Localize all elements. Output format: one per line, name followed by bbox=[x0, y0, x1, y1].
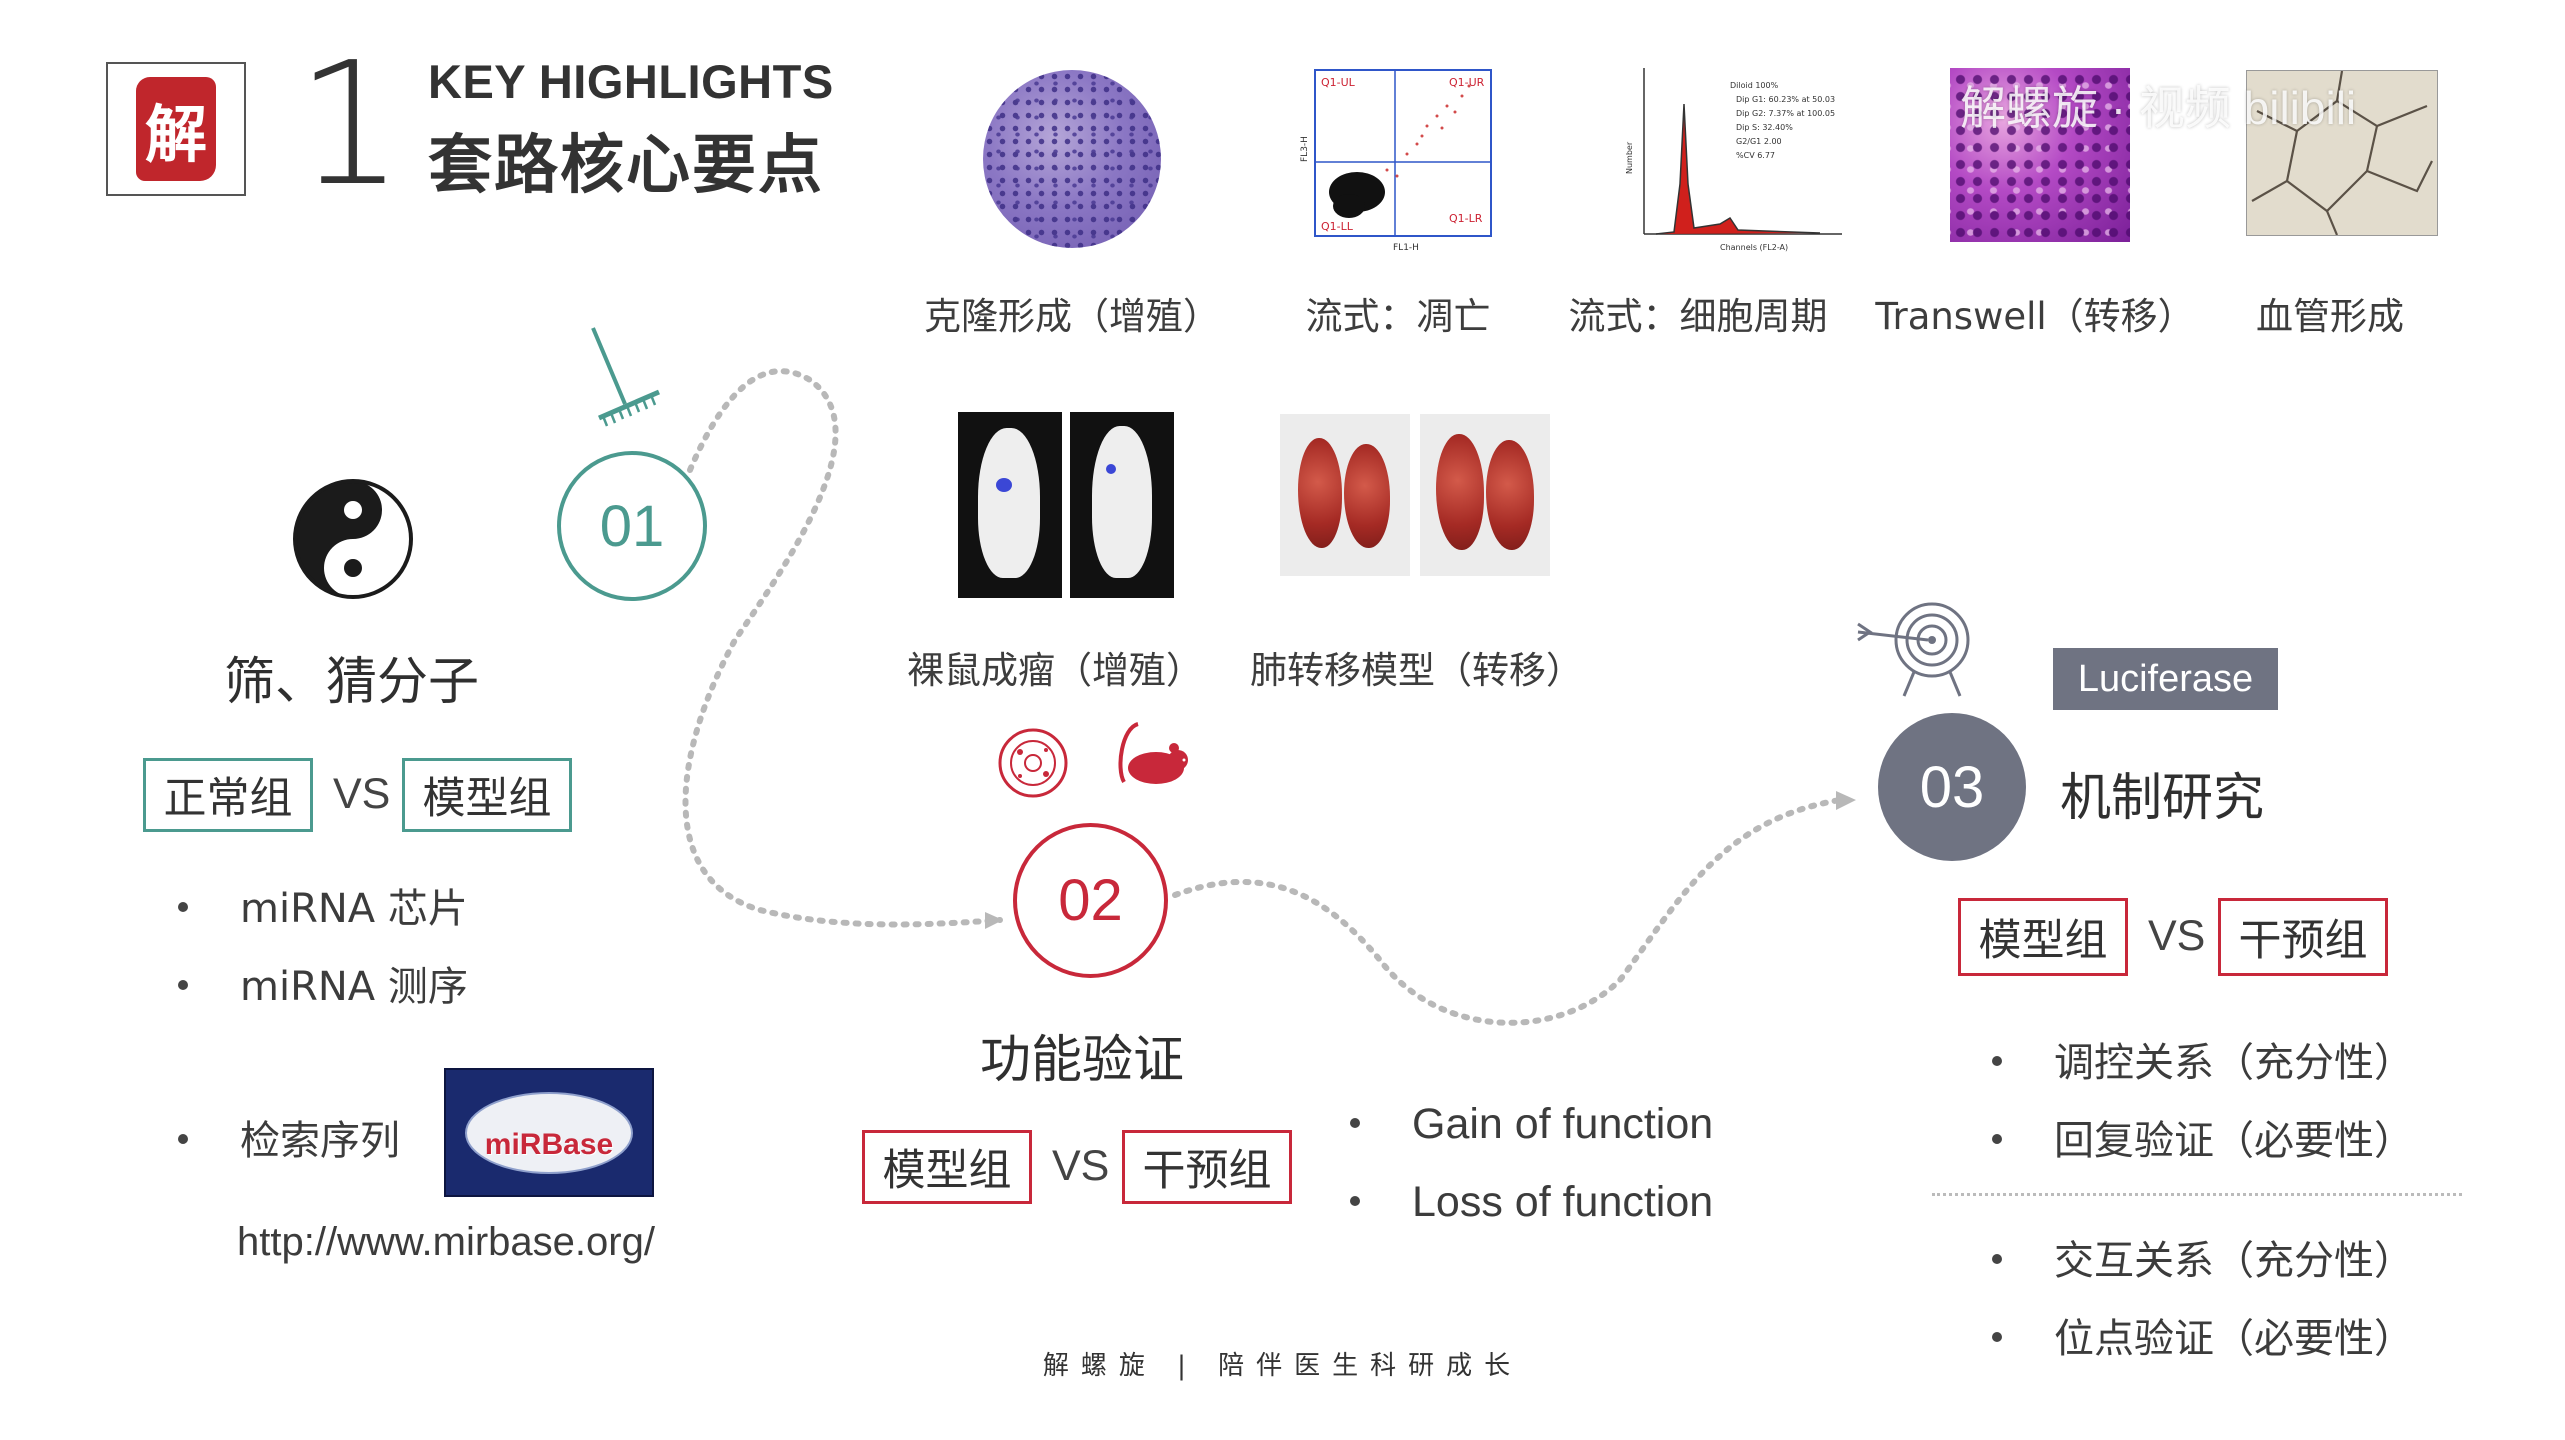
footer-slogan: 解螺旋 | 陪伴医生科研成长 bbox=[1042, 1351, 1523, 1381]
bullet-text: 位点验证（必要性） bbox=[2054, 1316, 2414, 1362]
tag-model-group: 模型组 bbox=[862, 1130, 1032, 1204]
mirbase-logo: miRBase bbox=[444, 1068, 654, 1197]
bullet-item: Gain of function bbox=[1350, 1100, 1713, 1149]
axis-label: FL1-H bbox=[1393, 243, 1419, 252]
logo-frame: 解 bbox=[106, 62, 246, 196]
lung-image-right bbox=[1420, 414, 1550, 576]
bullet-text: 调控关系（充分性） bbox=[2054, 1040, 2414, 1086]
bullet-item: miRNA 芯片 bbox=[178, 876, 468, 934]
quadrant-label: Q1-LR bbox=[1449, 212, 1483, 225]
nude-mouse-image-left bbox=[958, 412, 1062, 598]
step-01-circle: 01 bbox=[557, 451, 707, 601]
tag-model-group: 模型组 bbox=[1958, 898, 2128, 976]
tag-normal-group: 正常组 bbox=[143, 758, 313, 832]
target-icon bbox=[1857, 602, 1970, 697]
quadrant-label: Q1-UR bbox=[1449, 76, 1485, 89]
cycle-stat: G2/G1 2.00 bbox=[1736, 137, 1782, 146]
vs-label: VS bbox=[1052, 1142, 1110, 1190]
caption-nude-mouse: 裸鼠成瘤（增殖） bbox=[907, 649, 1203, 692]
colony-plate-image bbox=[983, 70, 1161, 248]
rake-icon bbox=[591, 327, 660, 427]
cycle-stat: %CV 6.77 bbox=[1736, 151, 1775, 160]
step-01-title: 筛、猜分子 bbox=[224, 653, 480, 712]
bullet-item: Loss of function bbox=[1350, 1178, 1713, 1227]
nude-mouse-image-right bbox=[1070, 412, 1174, 598]
section-number: 1 bbox=[296, 26, 405, 224]
step-02-title: 功能验证 bbox=[980, 1031, 1185, 1090]
flow-apoptosis-image: Q1-UL Q1-UR Q1-LL Q1-LR FL1-H FL3-H bbox=[1300, 69, 1492, 252]
bullet-item: 回复验证（必要性） bbox=[1992, 1108, 2414, 1166]
bullet-text: miRNA 测序 bbox=[240, 964, 468, 1010]
mirbase-url[interactable]: http://www.mirbase.org/ bbox=[237, 1220, 655, 1264]
bullet-item: 检索序列 bbox=[178, 1108, 400, 1166]
bullet-text: 检索序列 bbox=[240, 1118, 400, 1164]
quadrant-label: Q1-UL bbox=[1321, 76, 1356, 89]
seal-logo: 解 bbox=[136, 77, 216, 181]
tag-intervention-group: 干预组 bbox=[1122, 1130, 1292, 1204]
axis-label: FL3-H bbox=[1300, 136, 1310, 162]
tag-intervention-group: 干预组 bbox=[2218, 898, 2388, 976]
bullet-text: 交互关系（充分性） bbox=[2054, 1238, 2414, 1284]
step-02-circle: 02 bbox=[1013, 823, 1168, 978]
transwell-image bbox=[1950, 68, 2130, 242]
cell-icon bbox=[998, 728, 1068, 798]
step-03-title: 机制研究 bbox=[2060, 769, 2265, 828]
bullet-item: 交互关系（充分性） bbox=[1992, 1228, 2414, 1286]
tag-model-group: 模型组 bbox=[402, 758, 572, 832]
step-03-circle: 03 bbox=[1878, 713, 2026, 861]
mouse-icon bbox=[1118, 722, 1188, 784]
tube-formation-image bbox=[2246, 70, 2438, 236]
bullet-item: 调控关系（充分性） bbox=[1992, 1030, 2414, 1088]
caption-colony: 克隆形成（增殖） bbox=[924, 295, 1220, 338]
caption-transwell: Transwell（转移） bbox=[1875, 295, 2195, 338]
vs-label: VS bbox=[333, 770, 391, 818]
caption-angiogenesis: 血管形成 bbox=[2256, 295, 2404, 338]
cycle-stat: Dip G1: 60.23% at 50.03 bbox=[1736, 95, 1835, 104]
bullet-text: miRNA 芯片 bbox=[240, 886, 468, 932]
caption-cell-cycle: 流式：细胞周期 bbox=[1568, 295, 1828, 338]
caption-lung-metastasis: 肺转移模型（转移） bbox=[1250, 649, 1583, 692]
bullet-text: Loss of function bbox=[1412, 1178, 1714, 1226]
yin-yang-icon bbox=[293, 479, 413, 599]
bullet-item: 位点验证（必要性） bbox=[1992, 1306, 2414, 1364]
luciferase-badge: Luciferase bbox=[2053, 648, 2278, 710]
seal-logo-char: 解 bbox=[144, 98, 207, 171]
title-cn: 套路核心要点 bbox=[428, 129, 824, 203]
mirbase-logo-text: miRBase bbox=[484, 1127, 614, 1161]
title-en: KEY HIGHLIGHTS bbox=[428, 55, 834, 108]
cycle-stat: Diloid 100% bbox=[1730, 81, 1779, 90]
flow-cycle-image: Diloid 100% Dip G1: 60.23% at 50.03 Dip … bbox=[1625, 68, 1842, 252]
watermark-text: 解螺旋 · 视频 bilibili bbox=[1960, 82, 2357, 134]
cycle-stat: Dip G2: 7.37% at 100.05 bbox=[1736, 109, 1835, 118]
caption-apoptosis: 流式：凋亡 bbox=[1305, 295, 1491, 338]
quadrant-label: Q1-LL bbox=[1321, 220, 1354, 233]
bullet-text: Gain of function bbox=[1412, 1100, 1714, 1148]
axis-label: Number bbox=[1625, 141, 1634, 174]
lung-image-left bbox=[1280, 414, 1410, 576]
bullet-text: 回复验证（必要性） bbox=[2054, 1118, 2414, 1164]
divider bbox=[1932, 1193, 2462, 1196]
vs-label: VS bbox=[2148, 912, 2206, 960]
cycle-stat: Dip S: 32.40% bbox=[1736, 123, 1793, 132]
bullet-item: miRNA 测序 bbox=[178, 954, 468, 1012]
axis-label: Channels (FL2-A) bbox=[1720, 243, 1788, 252]
